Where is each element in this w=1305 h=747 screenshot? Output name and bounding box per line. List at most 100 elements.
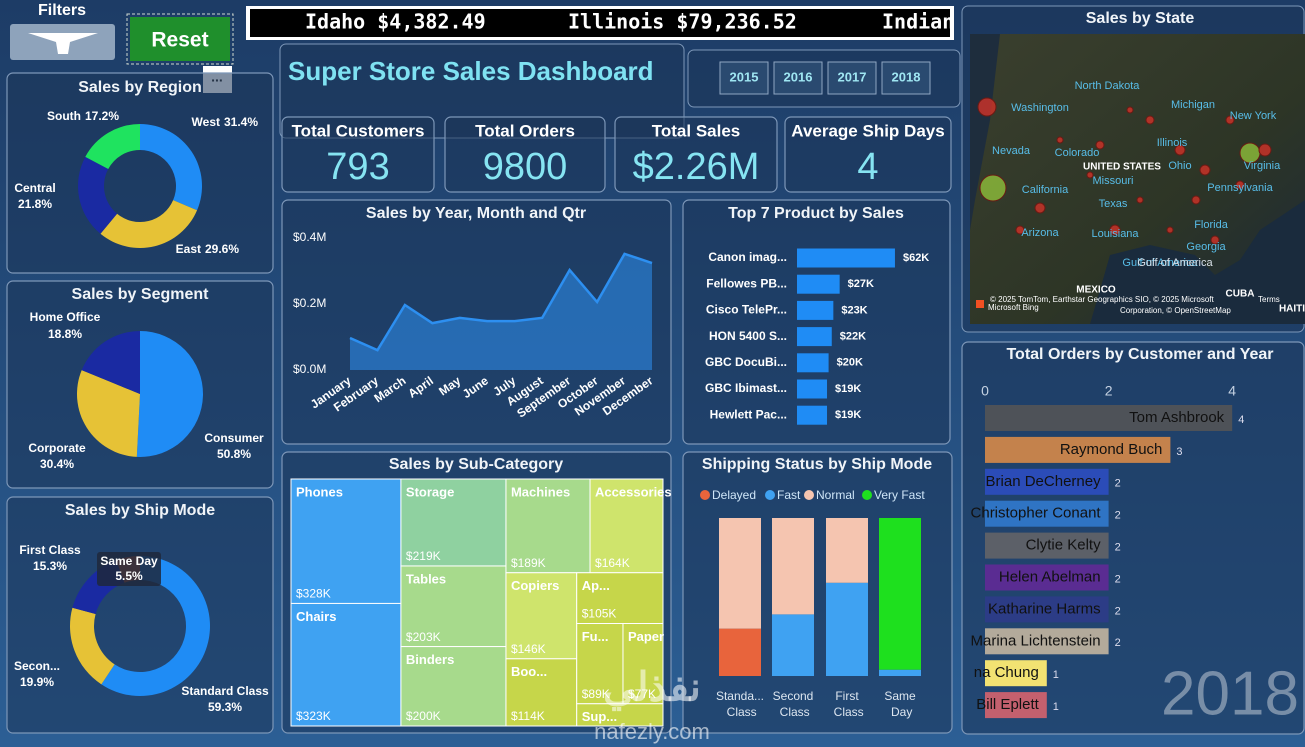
map-dot	[1258, 143, 1272, 157]
map-label: Ohio	[1168, 160, 1191, 172]
slice	[70, 607, 115, 685]
bar-segment	[879, 669, 921, 676]
map-label: Colorado	[1055, 147, 1100, 159]
slice	[136, 331, 203, 457]
bar	[797, 274, 840, 294]
map-terms[interactable]: Terms	[1258, 295, 1280, 304]
value-label: 15.3%	[33, 559, 67, 573]
tile-value: $114K	[511, 709, 545, 723]
category-label: Tom Ashbrook	[1129, 409, 1225, 426]
kpi-label: Total Sales	[652, 121, 741, 140]
map-dots	[977, 97, 1272, 245]
reset-label[interactable]: Reset	[151, 29, 208, 52]
line	[349, 252, 653, 352]
value-label: 50.8%	[217, 447, 251, 461]
year-label[interactable]: 2017	[838, 69, 867, 84]
year-buttons: 2015 2016 2017 2018	[719, 61, 931, 95]
tile-value: $219K	[406, 549, 441, 563]
tile	[576, 623, 624, 705]
year-button[interactable]	[719, 61, 769, 95]
map-attribution-line: Corporation, © OpenStreetMap	[1120, 306, 1231, 315]
value-label: 1	[1053, 701, 1059, 713]
category-label: Katharine Harms	[988, 600, 1101, 617]
category-label: GBC DocuBi...	[705, 355, 787, 369]
map-label: Washington	[1011, 102, 1069, 114]
category-label: Home Office	[30, 310, 101, 324]
year-button[interactable]	[827, 61, 877, 95]
slice	[100, 200, 198, 248]
map-dot	[1015, 225, 1025, 235]
map-dot	[1191, 195, 1201, 205]
year-label[interactable]: 2018	[892, 69, 921, 84]
x-tick-label: 4	[1228, 383, 1236, 399]
kpi-label: Total Customers	[292, 121, 425, 140]
map-label: Gulf of America	[1122, 257, 1198, 269]
kpi-card	[444, 116, 606, 193]
map-label: Missouri	[1093, 175, 1134, 187]
value-label: 1	[1053, 669, 1059, 681]
slice	[78, 156, 118, 234]
year-label[interactable]: 2016	[784, 69, 813, 84]
legend-swatch	[700, 490, 710, 500]
year-button[interactable]	[773, 61, 823, 95]
ticker-item: Indian	[882, 10, 954, 34]
tile-label: Machines	[511, 484, 570, 499]
tile	[505, 572, 578, 660]
chart-title: Sales by Sub-Category	[389, 456, 563, 473]
value-label: 2	[1115, 637, 1121, 649]
map-label: Nevada	[992, 145, 1031, 157]
value-label: 3	[1176, 446, 1182, 458]
map-dot	[1109, 224, 1121, 236]
category-label: Same Day	[100, 554, 158, 568]
category-label: Bill Eplett	[976, 696, 1039, 713]
year-button[interactable]	[881, 61, 931, 95]
slice	[140, 124, 202, 211]
chart-title: Shipping Status by Ship Mode	[702, 456, 932, 473]
value-label: 2	[1115, 478, 1121, 490]
kpi-card	[784, 116, 952, 193]
category-label: Brian DeCherney	[986, 473, 1102, 490]
kpi-cards: Total Customers 793 Total Orders 9800 Total …	[281, 116, 952, 193]
tile-label: Storage	[406, 484, 454, 499]
category-label: Central	[14, 181, 55, 195]
map-dot	[1210, 235, 1220, 245]
kpi-label: Total Orders	[475, 121, 575, 140]
kpi-value: 9800	[483, 146, 568, 188]
category-label: South	[47, 109, 81, 123]
bing-logo	[976, 300, 984, 308]
reset-button[interactable]	[130, 17, 230, 61]
bar	[985, 692, 1047, 719]
category-label: First Class	[19, 543, 81, 557]
value-label: 30.4%	[40, 457, 74, 471]
kpi-value: 793	[326, 146, 389, 188]
category-label: Canon imag...	[708, 250, 787, 264]
map-dot	[1136, 196, 1144, 204]
tile-value: $164K	[595, 556, 630, 570]
value-label: 2	[1115, 542, 1121, 554]
category-label: Cisco TelePr...	[706, 303, 787, 317]
bar	[797, 379, 828, 399]
map-label: HAITI	[1279, 304, 1305, 315]
legend-swatch	[804, 490, 814, 500]
kpi-label: Average Ship Days	[791, 121, 944, 140]
tile-value: $203K	[406, 630, 441, 644]
tile-label: Tables	[406, 571, 446, 586]
chart-title: Sales by Year, Month and Qtr	[366, 205, 586, 222]
category-label: Marina Lichtenstein	[971, 632, 1101, 649]
bar	[985, 628, 1109, 655]
category-label: East	[176, 242, 201, 256]
map-label: MEXICO	[1076, 285, 1116, 296]
value-label: 18.8%	[48, 327, 82, 341]
map-label: CUBA	[1226, 289, 1255, 300]
tile-value: $77K	[628, 687, 656, 701]
slice	[85, 124, 140, 170]
bar-segment	[719, 518, 761, 629]
kpi-value: $2.26M	[633, 146, 760, 188]
value-label: 59.3%	[208, 700, 242, 714]
tile-value: $146K	[511, 642, 546, 656]
year-label[interactable]: 2015	[730, 69, 759, 84]
tile-value: $323K	[296, 709, 331, 723]
kpi-card	[281, 116, 435, 193]
map-label: UNITED STATES	[1083, 162, 1161, 173]
